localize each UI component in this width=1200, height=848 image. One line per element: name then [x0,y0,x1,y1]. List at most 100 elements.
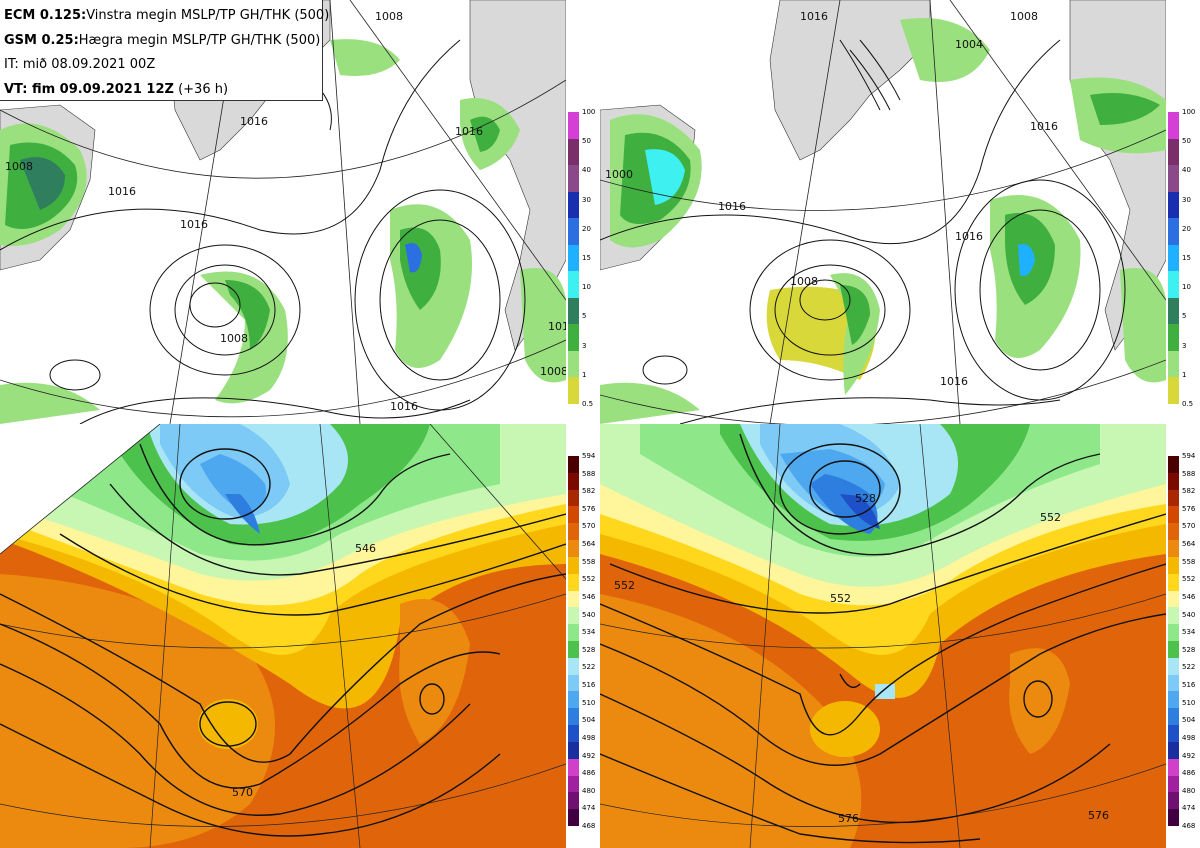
colorbar-label: 576 [582,504,596,513]
colorbar-segment [1168,191,1179,219]
model1-name: ECM 0.125: [4,8,87,23]
colorbar-segment [568,191,579,219]
colorbar-segment [1168,350,1179,378]
gsm-gh-thk-map: 552 552 552 528 576 576 [600,424,1166,848]
colorbar-label: 40 [582,166,591,175]
mslp-label: 1008 [1010,10,1038,23]
colorbar-segment [568,809,579,827]
colorbar-segment [568,657,579,676]
colorbar-segment [1168,590,1179,608]
colorbar-segment [568,271,579,299]
colorbar-segment [1168,657,1179,676]
gh-label: 528 [855,492,876,505]
colorbar-label: 504 [582,716,596,725]
colorbar-label: 1 [1182,370,1187,379]
colorbar-segment [1168,271,1179,299]
colorbar-segment [568,674,579,692]
colorbar-segment [1168,573,1179,592]
colorbar-label: 528 [582,645,596,654]
colorbar-label: 474 [582,804,596,813]
mslp-label: 1016 [718,200,746,213]
colorbar-segment [568,523,579,541]
colorbar-segment [1168,244,1179,272]
colorbar-segment [1168,456,1179,474]
colorbar-segment [568,556,579,575]
model2-name: GSM 0.25: [4,33,79,48]
colorbar-segment [1168,607,1179,625]
colorbar-label: 20 [1182,224,1191,233]
colorbar-label: 594 [1182,452,1196,460]
colorbar-label: 10 [582,283,591,292]
colorbar-label: 534 [582,628,596,637]
colorbar-label: 486 [582,769,596,778]
colorbar-label: 480 [1182,786,1196,795]
colorbar-segment [568,540,579,558]
mslp-label: 1016 [455,125,483,138]
colorbar-label: 492 [582,751,596,760]
colorbar-label: 15 [582,254,591,262]
colorbar-label: 0.5 [582,400,594,408]
colorbar-label: 546 [1182,592,1196,601]
colorbar-label: 588 [1182,469,1196,478]
colorbar-segment [568,472,579,491]
colorbar-segment [568,691,579,709]
mslp-label: 1008 [790,275,818,288]
mslp-label: 1004 [955,38,983,51]
colorbar-segment [568,244,579,272]
colorbar-label: 522 [1182,663,1196,672]
colorbar-segment [1168,809,1179,827]
colorbar-label: 100 [582,108,596,116]
mslp-label: 1008 [220,332,248,345]
colorbar-segment [568,456,579,474]
gh-colorbar-left: 594 588 582 576 570 564 558 552 546 540 534 528 522 5… [568,452,598,830]
mslp-label: 1008 [540,365,566,378]
mslp-label: 1016 [108,185,136,198]
colorbar-label: 582 [582,487,596,496]
colorbar-label: 100 [1182,108,1196,116]
colorbar-segment [1168,725,1179,743]
colorbar-segment [1168,691,1179,709]
colorbar-label: 10 [1182,283,1191,292]
colorbar-label: 1 [582,370,587,379]
colorbar-segment [1168,641,1179,659]
gh-label: 552 [830,592,851,605]
init-time: IT: mið 08.09.2021 00Z [4,57,156,72]
colorbar-label: 576 [1182,504,1196,513]
mslp-label: 1008 [5,160,33,173]
colorbar-label: 510 [1182,698,1196,707]
colorbar-label: 558 [1182,557,1196,566]
colorbar-segment [1168,324,1179,352]
colorbar-segment [568,297,579,325]
mslp-label: 1016 [548,320,566,333]
mslp-label: 1016 [940,375,968,388]
colorbar-segment [568,218,579,246]
precip-colorbar-left: 100 50 40 30 20 15 10 5 3 1 0.5 [568,108,598,408]
colorbar-label: 20 [582,224,591,233]
colorbar-segment [568,112,579,140]
colorbar-label: 516 [1182,681,1196,690]
colorbar-label: 50 [582,137,591,146]
colorbar-segment [568,590,579,608]
colorbar-label: 50 [1182,137,1191,146]
colorbar-segment [568,324,579,352]
colorbar-label: 40 [1182,166,1191,175]
colorbar-label: 3 [1182,341,1187,350]
colorbar-segment [568,506,579,524]
colorbar-label: 498 [582,733,596,742]
colorbar-label: 552 [582,575,596,584]
colorbar-label: 588 [582,469,596,478]
mslp-label: 1016 [1030,120,1058,133]
colorbar-label: 540 [1182,610,1196,619]
colorbar-segment [568,741,579,760]
colorbar-label: 546 [582,592,596,601]
colorbar-segment [568,758,579,777]
gh-label: 552 [614,579,635,592]
mslp-label: 1016 [800,10,828,23]
colorbar-label: 498 [1182,733,1196,742]
colorbar-segment [1168,297,1179,325]
gh-label: 576 [838,812,859,825]
colorbar-label: 492 [1182,751,1196,760]
colorbar-label: 15 [1182,254,1191,262]
mslp-label: 1000 [605,168,633,181]
mslp-label: 1016 [955,230,983,243]
